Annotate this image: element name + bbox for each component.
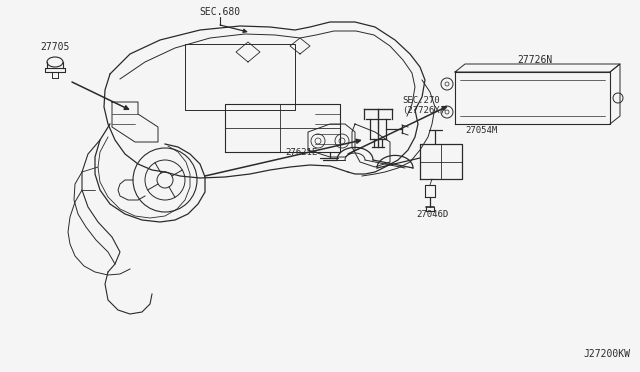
- Text: (27726X): (27726X): [402, 106, 445, 115]
- Text: 27621E: 27621E: [285, 148, 318, 157]
- Text: 27046D: 27046D: [416, 209, 448, 218]
- Text: SEC.270: SEC.270: [402, 96, 440, 105]
- Text: 27705: 27705: [40, 42, 70, 52]
- Text: 27726N: 27726N: [517, 55, 552, 65]
- Text: J27200KW: J27200KW: [583, 349, 630, 359]
- Text: 27054M: 27054M: [465, 125, 497, 135]
- Text: SEC.680: SEC.680: [200, 7, 241, 17]
